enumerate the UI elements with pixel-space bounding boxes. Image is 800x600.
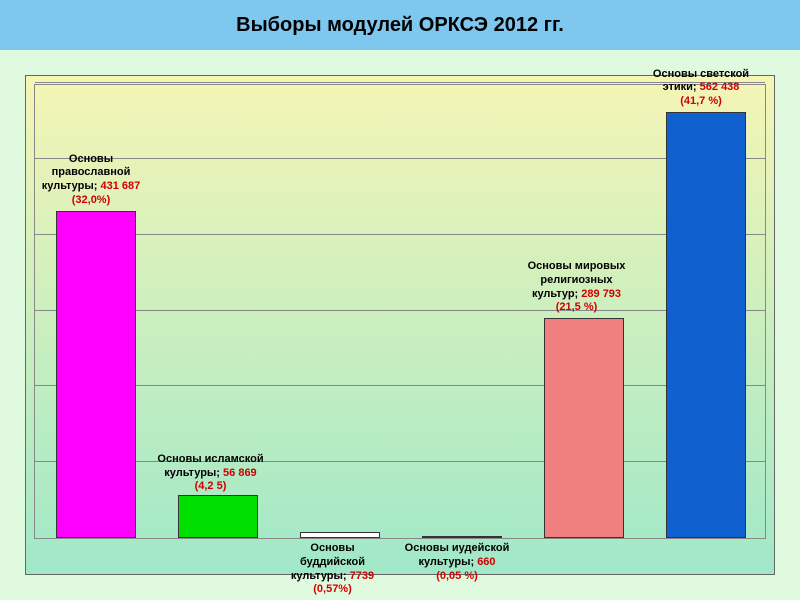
page-title: Выборы модулей ОРКСЭ 2012 гг. — [236, 14, 564, 37]
bar-label: Основы светскойэтики; 562 438(41,7 %) — [626, 68, 776, 109]
title-band: Выборы модулей ОРКСЭ 2012 гг. — [0, 0, 800, 50]
bar — [422, 536, 501, 538]
bar — [666, 112, 745, 539]
chart-container: Основыправославнойкультуры; 431 687(32,0… — [25, 75, 775, 575]
bar — [300, 532, 379, 538]
bar — [544, 318, 623, 538]
plot-area: Основыправославнойкультуры; 431 687(32,0… — [34, 84, 766, 539]
bar-label: Основыправославнойкультуры; 431 687(32,0… — [21, 153, 161, 208]
grid-line — [35, 385, 765, 386]
bar-label: Основы иудейскойкультуры; 660(0,05 %) — [382, 542, 532, 583]
bar-label: Основы мировыхрелигиозныхкультур; 289 79… — [502, 260, 652, 315]
bar — [56, 211, 135, 538]
grid-line — [35, 310, 765, 311]
bar — [178, 495, 257, 538]
grid-line — [35, 234, 765, 235]
bar-label: Основы исламскойкультуры; 56 869(4,2 5) — [136, 453, 286, 494]
